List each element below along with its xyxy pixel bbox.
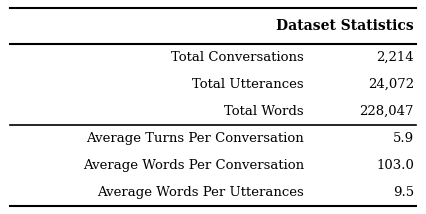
- Text: 5.9: 5.9: [393, 132, 414, 145]
- Text: 24,072: 24,072: [368, 78, 414, 91]
- Text: Average Words Per Utterances: Average Words Per Utterances: [97, 186, 304, 199]
- Text: Average Turns Per Conversation: Average Turns Per Conversation: [86, 132, 304, 145]
- Text: Dataset Statistics: Dataset Statistics: [276, 19, 414, 33]
- Text: Total Utterances: Total Utterances: [193, 78, 304, 91]
- Text: Average Words Per Conversation: Average Words Per Conversation: [83, 159, 304, 172]
- Text: 103.0: 103.0: [376, 159, 414, 172]
- Text: 2,214: 2,214: [377, 51, 414, 64]
- Text: Total Conversations: Total Conversations: [171, 51, 304, 64]
- Text: 228,047: 228,047: [360, 105, 414, 118]
- Text: 9.5: 9.5: [393, 186, 414, 199]
- Text: Total Words: Total Words: [225, 105, 304, 118]
